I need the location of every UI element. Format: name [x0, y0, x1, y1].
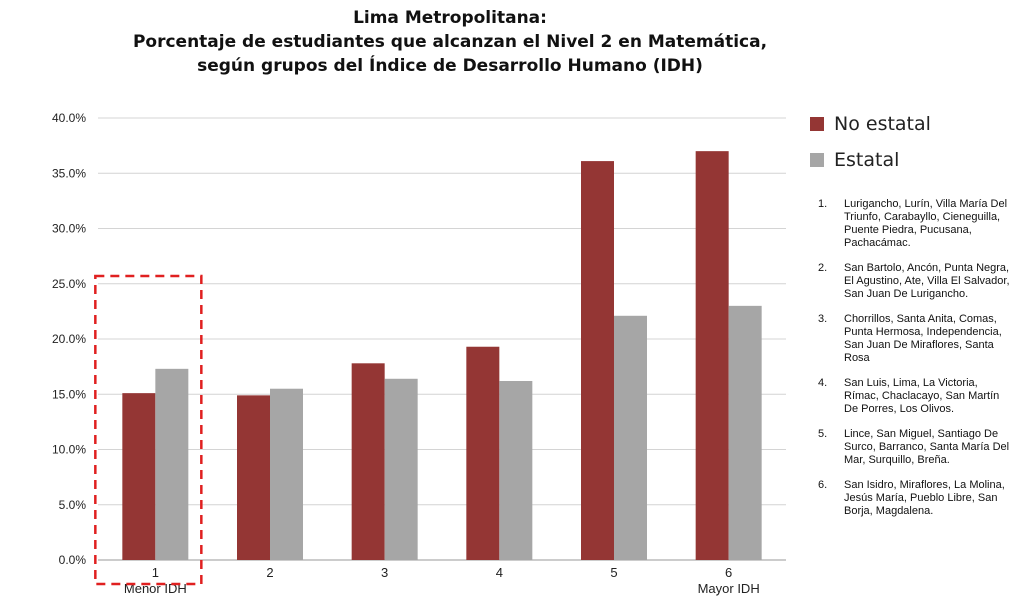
note-item: 6. San Isidro, Miraflores, La Molina, Jes…	[818, 479, 1014, 518]
note-text: San Bartolo, Ancón, Punta Negra, El Agus…	[844, 262, 1010, 300]
bar-no-estatal-5	[581, 161, 614, 560]
note-number: 3.	[818, 313, 828, 325]
note-item: 5. Lince, San Miguel, Santiago De Surco, …	[818, 428, 1014, 467]
note-item: 1. Lurigancho, Lurín, Villa María Del Tri…	[818, 198, 1014, 250]
note-text: Chorrillos, Santa Anita, Comas, Punta He…	[844, 313, 1002, 364]
chart-title-line-2: Porcentaje de estudiantes que alcanzan e…	[132, 32, 768, 52]
x-tick-label: 1	[152, 565, 159, 580]
bar-no-estatal-1	[122, 393, 156, 560]
x-sublabel: Menor IDH	[124, 581, 187, 596]
bar-no-estatal-3	[351, 363, 385, 560]
note-item: 4. San Luis, Lima, La Victoria, Rímac, Ch…	[818, 377, 1014, 416]
y-tick-label: 20.0%	[52, 332, 86, 346]
bar-no-estatal-6	[695, 151, 729, 560]
y-tick-label: 15.0%	[52, 387, 86, 401]
legend-swatch-no-estatal	[810, 117, 824, 131]
legend-swatch-estatal	[810, 153, 824, 167]
legend: No estatal Estatal	[810, 106, 931, 178]
legend-label-estatal: Estatal	[834, 149, 900, 171]
chart-title: Lima Metropolitana: Porcentaje de estudi…	[60, 6, 840, 78]
bar-no-estatal-4	[466, 346, 500, 560]
note-number: 6.	[818, 479, 828, 491]
note-text: Lince, San Miguel, Santiago De Surco, Ba…	[844, 428, 1010, 466]
bar-estatal-1	[155, 368, 189, 560]
legend-item-estatal: Estatal	[810, 142, 931, 178]
chart-title-line-1: Lima Metropolitana:	[353, 8, 547, 28]
y-tick-label: 10.0%	[52, 443, 86, 457]
bar-estatal-2	[270, 388, 303, 560]
note-number: 2.	[818, 262, 828, 274]
legend-item-no-estatal: No estatal	[810, 106, 931, 142]
y-tick-label: 0.0%	[59, 553, 87, 567]
y-tick-label: 35.0%	[52, 166, 86, 180]
district-notes: 1. Lurigancho, Lurín, Villa María Del Tri…	[818, 198, 1014, 530]
note-item: 3. Chorrillos, Santa Anita, Comas, Punta …	[818, 313, 1014, 365]
y-tick-label: 5.0%	[59, 498, 87, 512]
legend-label-no-estatal: No estatal	[834, 113, 931, 135]
y-tick-label: 40.0%	[52, 111, 86, 125]
x-sublabel: Mayor IDH	[698, 581, 760, 596]
chart-title-line-3: según grupos del Índice de Desarrollo Hu…	[197, 56, 703, 76]
bar-estatal-5	[614, 315, 647, 560]
note-text: San Luis, Lima, La Victoria, Rímac, Chac…	[844, 377, 1000, 415]
x-tick-label: 5	[610, 565, 617, 580]
x-tick-label: 2	[266, 565, 273, 580]
x-tick-label: 4	[496, 565, 503, 580]
x-tick-label: 6	[725, 565, 732, 580]
note-text: Lurigancho, Lurín, Villa María Del Triun…	[844, 198, 1008, 249]
note-number: 5.	[818, 428, 828, 440]
bar-estatal-6	[728, 305, 762, 560]
bar-no-estatal-2	[237, 395, 270, 560]
note-text: San Isidro, Miraflores, La Molina, Jesús…	[844, 479, 1005, 517]
note-number: 4.	[818, 377, 828, 389]
bar-estatal-3	[384, 378, 418, 560]
bar-estatal-4	[499, 380, 533, 560]
x-tick-label: 3	[381, 565, 388, 580]
highlight-box	[94, 274, 203, 586]
y-tick-label: 25.0%	[52, 277, 86, 291]
note-number: 1.	[818, 198, 828, 210]
y-tick-label: 30.0%	[52, 222, 86, 236]
note-item: 2. San Bartolo, Ancón, Punta Negra, El Ag…	[818, 262, 1014, 301]
